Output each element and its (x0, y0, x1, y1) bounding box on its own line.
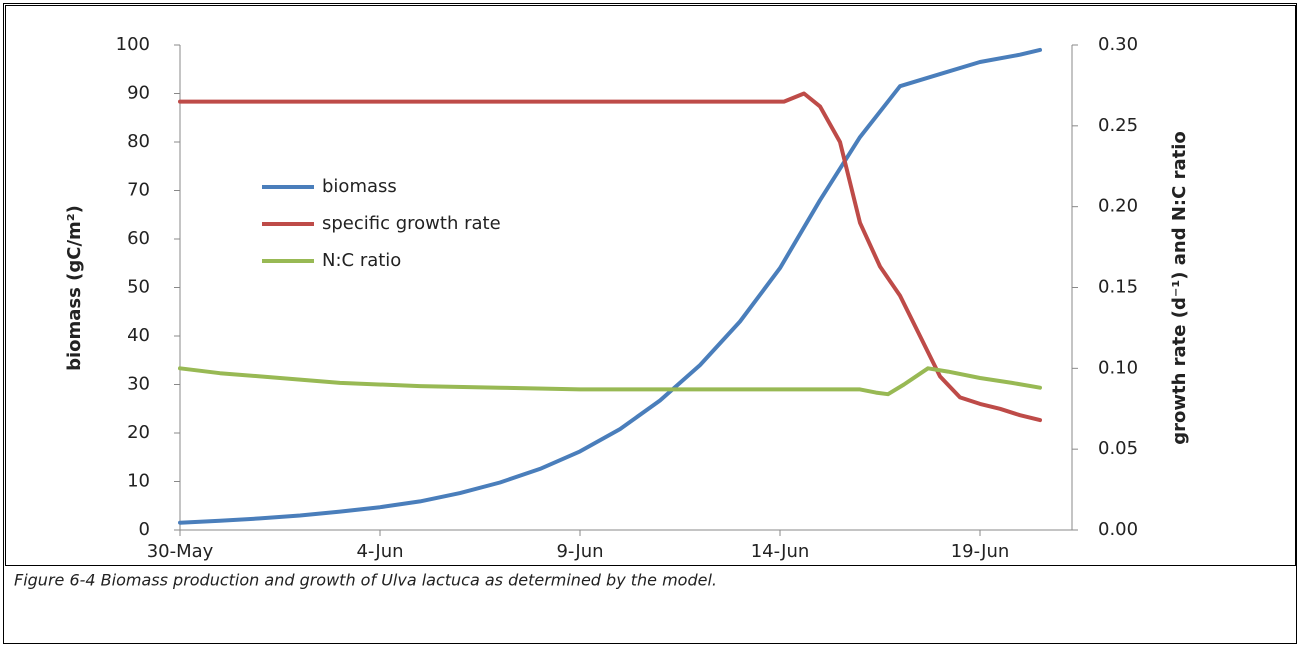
legend-label: specific growth rate (322, 213, 501, 234)
y2-axis-label: growth rate (d⁻¹) and N:C ratio (1169, 131, 1190, 445)
y2-tick-label: 0.05 (1098, 438, 1138, 459)
x-tick-label: 19-Jun (951, 541, 1010, 562)
y-tick-label: 20 (127, 422, 150, 443)
outer-border (3, 3, 1297, 644)
series-line (178, 366, 1042, 397)
y-tick-label: 70 (127, 180, 150, 201)
x-tick-label: 9-Jun (556, 541, 603, 562)
y-axis-label: biomass (gC/m²) (64, 205, 85, 371)
y-tick-label: 90 (127, 83, 150, 104)
y-tick-label: 100 (116, 34, 150, 55)
legend-label: biomass (322, 176, 397, 197)
x-tick-label: 14-Jun (751, 541, 810, 562)
y2-tick-label: 0.00 (1098, 519, 1138, 540)
y2-tick-label: 0.30 (1098, 34, 1138, 55)
y2-tick-label: 0.10 (1098, 357, 1138, 378)
y-tick-label: 50 (127, 277, 150, 298)
y-tick-label: 40 (127, 325, 150, 346)
y-tick-label: 60 (127, 228, 150, 249)
series-line (178, 91, 1042, 423)
chart-border (5, 5, 1296, 566)
y2-tick-label: 0.25 (1098, 115, 1138, 136)
caption: Figure 6-4 Biomass production and growth… (14, 571, 717, 590)
legend-label: N:C ratio (322, 250, 401, 271)
series-line (178, 47, 1042, 525)
y-tick-label: 30 (127, 374, 150, 395)
x-tick-label: 4-Jun (356, 541, 403, 562)
y-tick-label: 80 (127, 131, 150, 152)
y-tick-label: 0 (139, 519, 150, 540)
x-tick-label: 30-May (147, 541, 214, 562)
y2-tick-label: 0.15 (1098, 277, 1138, 298)
y2-tick-label: 0.20 (1098, 196, 1138, 217)
y-tick-label: 10 (127, 471, 150, 492)
